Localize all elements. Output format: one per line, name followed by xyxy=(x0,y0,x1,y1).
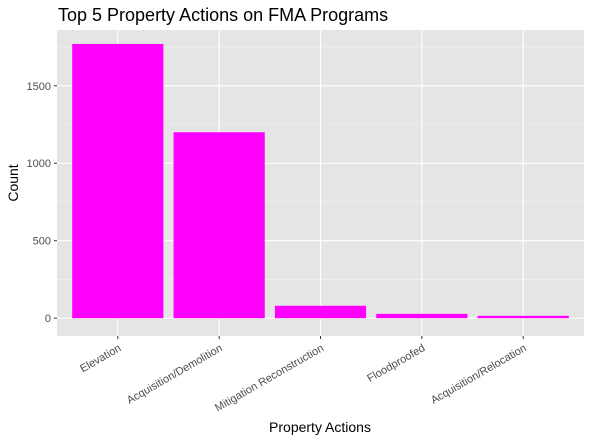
y-tick-label: 1000 xyxy=(27,158,51,170)
chart-title: Top 5 Property Actions on FMA Programs xyxy=(58,5,388,25)
x-tick-label: Acquisition/Relocation xyxy=(429,342,529,407)
x-tick-label: Mitigation Reconstruction xyxy=(213,342,326,414)
y-tick-label: 0 xyxy=(45,313,51,325)
bars xyxy=(72,43,569,319)
y-axis-ticks: 0 500 1000 1500 xyxy=(27,81,57,325)
y-tick-label: 500 xyxy=(33,236,51,248)
y-tick-label: 1500 xyxy=(27,81,51,93)
bar xyxy=(72,43,164,319)
bar xyxy=(477,315,569,319)
x-axis-ticks: Elevation Acquisition/DemolitionMitigatio… xyxy=(78,336,529,414)
bar xyxy=(376,313,468,319)
x-axis-title: Property Actions xyxy=(269,419,371,435)
bar xyxy=(173,132,265,319)
y-axis-title: Count xyxy=(5,164,21,201)
x-tick-label: Floodproofed xyxy=(365,342,427,385)
x-tick-label: Elevation xyxy=(78,342,123,375)
x-tick-label: Acquisition/Demolition xyxy=(125,342,225,407)
bar xyxy=(274,305,367,319)
